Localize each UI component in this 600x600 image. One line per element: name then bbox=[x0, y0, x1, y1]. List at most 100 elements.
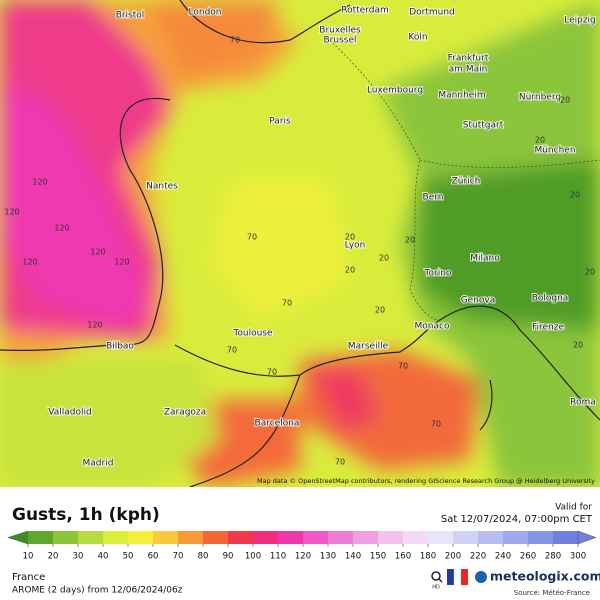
contour-label: 20 bbox=[570, 191, 580, 200]
city-label: Rotterdam bbox=[341, 6, 389, 16]
valid-time: Sat 12/07/2024, 07:00pm CET bbox=[441, 514, 593, 525]
colorbar-tick-label: 160 bbox=[395, 552, 411, 562]
contour-label: 120 bbox=[54, 224, 69, 233]
city-label: Zaragoza bbox=[164, 408, 206, 418]
colorbar-tick-label: 130 bbox=[320, 552, 336, 562]
colorbar-segment bbox=[278, 531, 304, 544]
contour-label: 120 bbox=[32, 178, 47, 187]
city-label: Dortmund bbox=[409, 8, 455, 18]
colorbar-segment bbox=[228, 531, 254, 544]
colorbar: 10 20 30 40 50 60 70 80 90 100 110 120 130 140 150 160 1… bbox=[7, 530, 597, 562]
colorbar-tick-label: 180 bbox=[420, 552, 436, 562]
city-label: Bruxelles bbox=[319, 26, 361, 36]
city-label: London bbox=[189, 8, 222, 18]
colorbar-tick-label: 70 bbox=[173, 552, 184, 562]
colorbar-end bbox=[577, 530, 597, 545]
contour-label: 120 bbox=[90, 248, 105, 257]
city-label: Bologna bbox=[532, 294, 569, 304]
city-label: Stuttgart bbox=[463, 121, 504, 131]
contour-label: 70 bbox=[398, 362, 408, 371]
colorbar-segment bbox=[403, 531, 429, 544]
colorbar-segment bbox=[328, 531, 354, 544]
colorbar-end bbox=[7, 530, 29, 545]
colorbar-tick-label: 240 bbox=[495, 552, 511, 562]
colorbar-tick-label: 150 bbox=[370, 552, 386, 562]
city-label: Mannheim bbox=[438, 91, 485, 101]
contour-label: 70 bbox=[431, 420, 441, 429]
valid-label: Valid for bbox=[555, 503, 592, 513]
colorbar-tick-label: 60 bbox=[148, 552, 159, 562]
city-label: Zürich bbox=[452, 177, 481, 187]
logo: HD meteologix.com Source: Météo-France bbox=[431, 569, 600, 597]
colorbar-segment bbox=[203, 531, 229, 544]
colorbar-segment bbox=[253, 531, 279, 544]
colorbar-tick-label: 280 bbox=[545, 552, 561, 562]
city-label: Bilbao bbox=[106, 342, 134, 352]
colorbar-tick-label: 90 bbox=[223, 552, 234, 562]
map: Map data © OpenStreetMap contributors, r… bbox=[0, 0, 600, 487]
contour-label: 120 bbox=[87, 321, 102, 330]
colorbar-tick-label: 300 bbox=[570, 552, 586, 562]
contour-label: 70 bbox=[282, 299, 292, 308]
colorbar-segment bbox=[153, 531, 179, 544]
brand: meteologix.com bbox=[490, 569, 600, 584]
colorbar-tick-label: 50 bbox=[123, 552, 134, 562]
colorbar-tick-label: 40 bbox=[98, 552, 109, 562]
colorbar-segment bbox=[303, 531, 329, 544]
city-label: Marseille bbox=[348, 342, 389, 352]
contour-label: 20 bbox=[345, 266, 355, 275]
city-label: München bbox=[534, 146, 575, 156]
contour-label: 20 bbox=[345, 233, 355, 242]
contour-label: 20 bbox=[375, 306, 385, 315]
colorbar-segment bbox=[103, 531, 129, 544]
city-label: Lyon bbox=[345, 241, 366, 251]
colorbar-segment bbox=[503, 531, 529, 544]
city-label: Toulouse bbox=[232, 329, 273, 339]
hd-label: HD bbox=[432, 585, 440, 591]
contour-label: 70 bbox=[247, 233, 257, 242]
model-run: AROME (2 days) from 12/06/2024/06z bbox=[12, 586, 183, 596]
contour-label: 20 bbox=[379, 254, 389, 263]
contour-label: 120 bbox=[114, 258, 129, 267]
contour-label: 70 bbox=[335, 458, 345, 467]
city-label: Torino bbox=[424, 269, 452, 279]
colorbar-tick-label: 120 bbox=[295, 552, 311, 562]
attribution: Map data © OpenStreetMap contributors, r… bbox=[257, 477, 595, 485]
colorbar-segment bbox=[128, 531, 154, 544]
city-label: Bristol bbox=[116, 11, 145, 21]
colorbar-segment bbox=[453, 531, 479, 544]
city-label: Nantes bbox=[146, 182, 178, 192]
city-label: Bern bbox=[423, 193, 444, 203]
source: Source: Météo-France bbox=[514, 589, 590, 597]
city-label: Nürnberg bbox=[519, 93, 561, 103]
colorbar-segment bbox=[553, 531, 579, 544]
colorbar-tick-label: 260 bbox=[520, 552, 536, 562]
contour-label: 70 bbox=[227, 346, 237, 355]
colorbar-tick-label: 140 bbox=[345, 552, 361, 562]
city-label: Leipzig bbox=[564, 16, 596, 26]
colorbar-segment bbox=[28, 531, 54, 544]
region: France bbox=[12, 572, 45, 583]
contour-label: 20 bbox=[560, 96, 570, 105]
colorbar-tick-label: 110 bbox=[270, 552, 286, 562]
city-label: Genova bbox=[461, 296, 496, 306]
colorbar-tick-label: 220 bbox=[470, 552, 486, 562]
legend-title: Gusts, 1h (kph) bbox=[12, 505, 160, 525]
city-label: Köln bbox=[408, 33, 427, 43]
city-label: Luxembourg bbox=[367, 86, 423, 96]
city-label: Barcelona bbox=[255, 419, 300, 429]
colorbar-segment bbox=[53, 531, 79, 544]
contour-label: 20 bbox=[535, 136, 545, 145]
colorbar-segment bbox=[78, 531, 104, 544]
colorbar-segment bbox=[178, 531, 204, 544]
colorbar-segment bbox=[378, 531, 404, 544]
contour-label: 70 bbox=[230, 36, 240, 45]
city-label: Milano bbox=[470, 254, 500, 264]
city-label: Madrid bbox=[83, 459, 114, 469]
contour-label: 120 bbox=[22, 258, 37, 267]
colorbar-tick-label: 20 bbox=[48, 552, 59, 562]
city-label: Roma bbox=[570, 398, 596, 408]
contour-label: 20 bbox=[405, 236, 415, 245]
colorbar-tick-label: 30 bbox=[73, 552, 84, 562]
colorbar-segment bbox=[528, 531, 554, 544]
